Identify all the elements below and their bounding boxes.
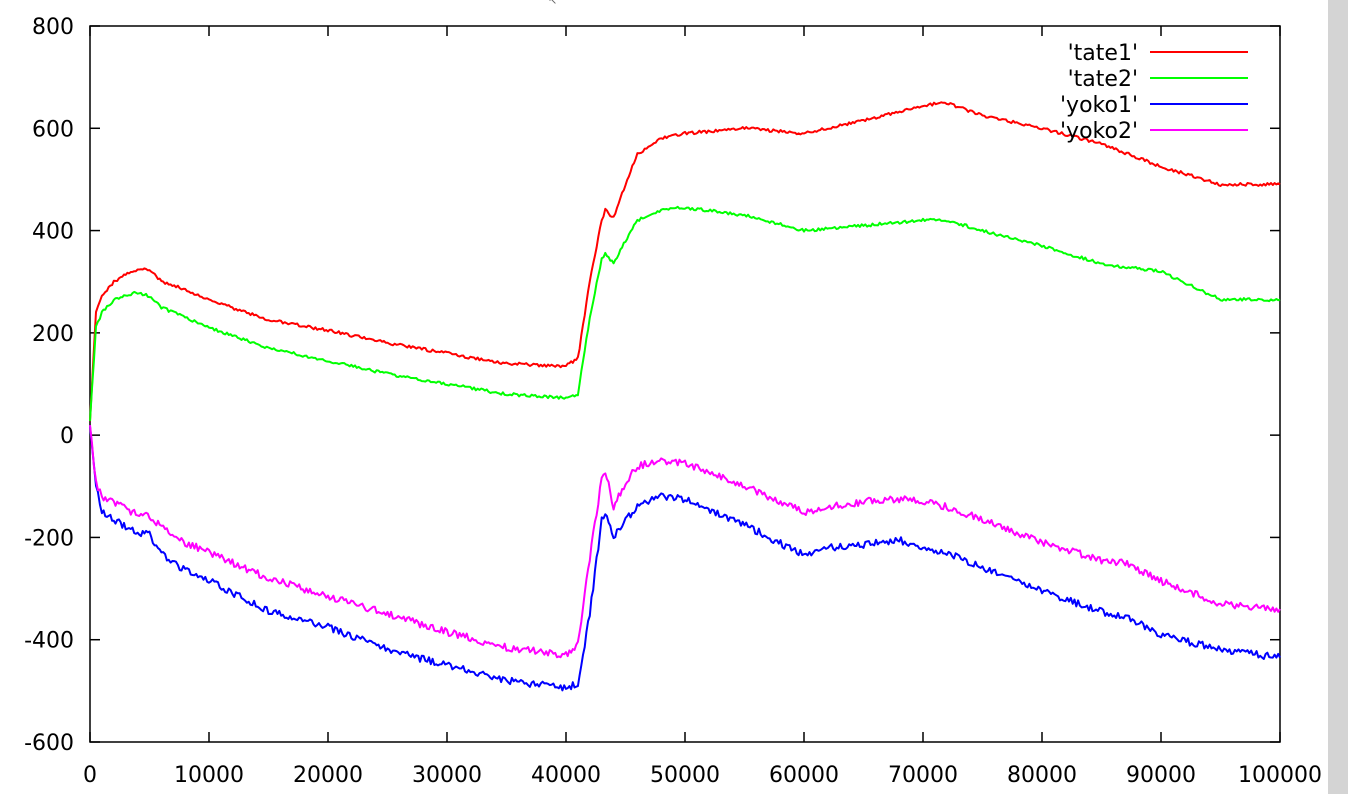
vertical-scrollbar[interactable] — [1328, 0, 1348, 794]
x-tick-label: 30000 — [412, 763, 482, 788]
series-line-0 — [89, 101, 1281, 422]
legend-label-0: 'tate1' — [1068, 41, 1138, 66]
legend: 'tate1''tate2''yoko1''yoko2' — [1060, 41, 1248, 144]
legend-label-2: 'yoko1' — [1060, 93, 1138, 118]
x-tick-label: 80000 — [1007, 763, 1077, 788]
x-tick-label: 0 — [83, 763, 97, 788]
axes: 0 10000 20000 30000 40000 50000 60000 70000 8000… — [24, 15, 1322, 788]
y-tick-label: 800 — [32, 15, 74, 40]
x-tick-label: 90000 — [1126, 763, 1196, 788]
x-tick-label: 50000 — [650, 763, 720, 788]
x-tick-label: 70000 — [888, 763, 958, 788]
legend-label-1: 'tate2' — [1068, 67, 1138, 92]
y-tick-label: 600 — [32, 117, 74, 142]
x-tick-label: 100000 — [1238, 763, 1322, 788]
y-tick-label: -600 — [24, 731, 74, 756]
series-line-3 — [89, 424, 1281, 659]
x-tick-label: 40000 — [531, 763, 601, 788]
x-tick-label: 10000 — [174, 763, 244, 788]
y-tick-label: 0 — [60, 424, 74, 449]
series-line-1 — [89, 205, 1281, 422]
y-tick-label: -400 — [24, 629, 74, 654]
mouse-cursor-icon: ↖ — [548, 0, 558, 7]
x-tick-label: 60000 — [769, 763, 839, 788]
x-tick-label: 20000 — [293, 763, 363, 788]
y-tick-label: -200 — [24, 526, 74, 551]
series-line-2 — [89, 426, 1281, 692]
y-tick-label: 400 — [32, 220, 74, 245]
legend-label-3: 'yoko2' — [1060, 119, 1138, 144]
y-tick-label: 200 — [32, 322, 74, 347]
series-lines — [89, 101, 1281, 692]
